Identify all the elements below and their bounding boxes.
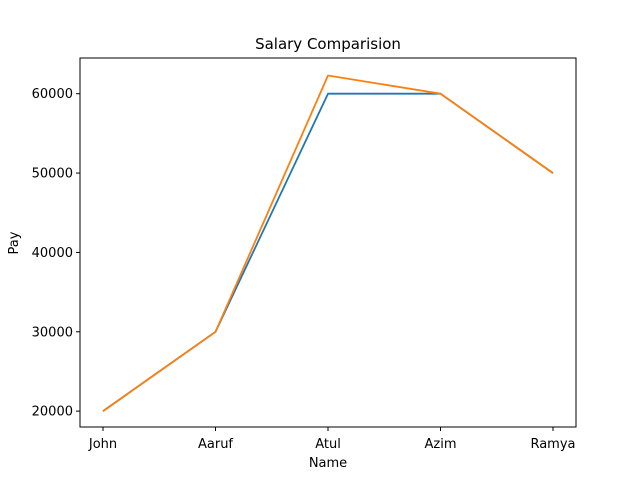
- y-axis-label: Pay: [7, 231, 22, 254]
- x-tick-label: John: [88, 437, 117, 452]
- x-axis-ticks: John Aaruf Atul Azim Ramya: [88, 427, 576, 452]
- y-axis-ticks: 20000 30000 40000 50000 60000: [32, 87, 80, 420]
- plot-area: [102, 74, 554, 412]
- y-tick-label: 40000: [32, 246, 73, 261]
- y-tick-label: 30000: [32, 325, 73, 340]
- x-tick-label: Atul: [315, 437, 341, 452]
- chart-title: Salary Comparision: [255, 35, 401, 53]
- axes-frame: [79, 57, 577, 428]
- y-tick-label: 20000: [32, 405, 73, 420]
- x-tick-label: Ramya: [530, 437, 575, 452]
- y-tick-label: 60000: [32, 87, 73, 102]
- y-tick-label: 50000: [32, 167, 73, 182]
- x-tick-label: Aaruf: [198, 437, 233, 452]
- series-line-2: [102, 74, 554, 412]
- x-tick-label: Azim: [425, 437, 457, 452]
- x-axis-label: Name: [309, 456, 347, 471]
